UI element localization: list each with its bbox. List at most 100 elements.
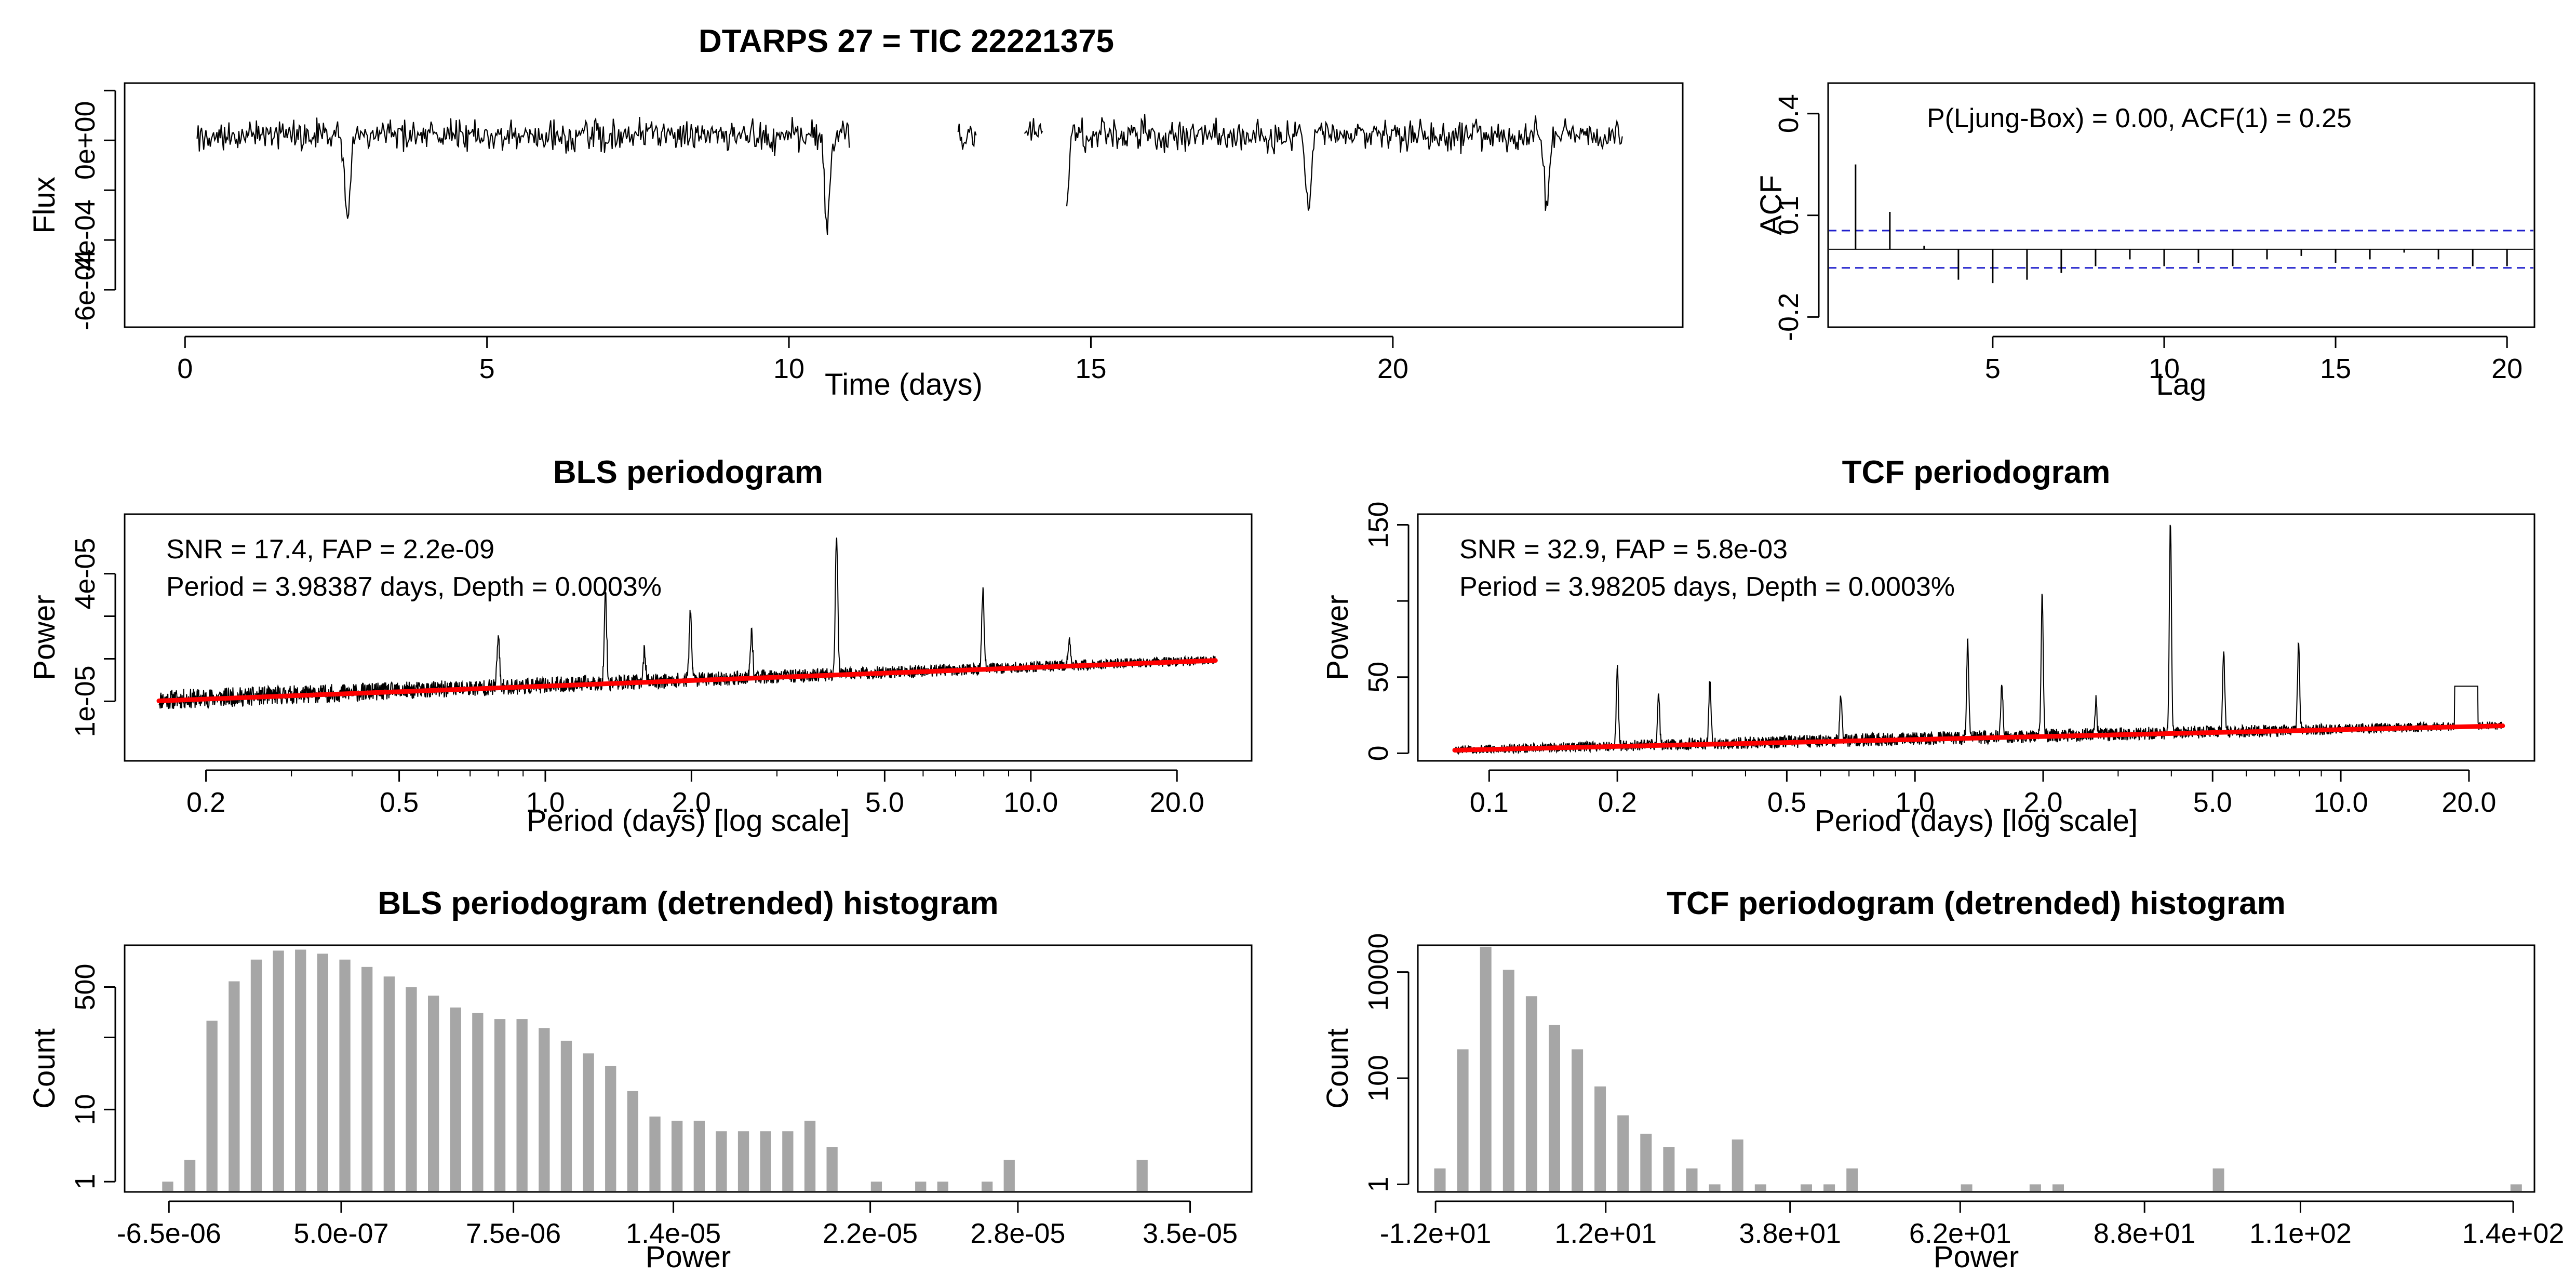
plot-frame bbox=[124, 82, 1684, 328]
histogram-bar bbox=[737, 1131, 749, 1191]
histogram-bar bbox=[229, 981, 240, 1191]
histogram-bar bbox=[1502, 970, 1514, 1191]
histogram-bar bbox=[760, 1131, 771, 1191]
y-axis-label: Count bbox=[1321, 1028, 1354, 1109]
x-tick-label: 5.0e-07 bbox=[293, 1218, 388, 1249]
flux-series-segment bbox=[1024, 118, 1043, 141]
histogram-bar bbox=[826, 1147, 838, 1191]
x-tick-label: 0.2 bbox=[1598, 787, 1637, 818]
panel-lightcurve: Time (days) Flux 0 5 10 15 20 -6e-04-4e-04 0e+00 bbox=[28, 82, 1684, 401]
flux-series-segment bbox=[1066, 114, 1623, 211]
histogram-bar bbox=[1640, 1133, 1652, 1191]
histogram-bar bbox=[516, 1019, 528, 1191]
y-tick-label: 4e-05 bbox=[70, 538, 101, 610]
histogram-bar bbox=[1572, 1049, 1584, 1191]
x-axis-label: Lag bbox=[2156, 368, 2207, 401]
histogram-bar bbox=[1754, 1184, 1766, 1191]
histogram-bar bbox=[273, 950, 284, 1191]
x-axis-label: Period (days) [log scale] bbox=[1815, 804, 2138, 838]
x-tick-label: 20.0 bbox=[1150, 787, 1204, 818]
periodogram-annotation: SNR = 17.4, FAP = 2.2e-09 bbox=[166, 534, 494, 565]
panel-bls: BLS periodogram Period (days) [log scale]… bbox=[28, 454, 1253, 838]
histogram-bar bbox=[1480, 946, 1492, 1191]
y-tick-label: 10 bbox=[70, 1094, 101, 1125]
histogram-bar bbox=[406, 987, 417, 1191]
y-axis-label: Count bbox=[28, 1028, 61, 1109]
x-tick-label: -1.2e+01 bbox=[1380, 1218, 1492, 1249]
x-tick-label: 5 bbox=[1985, 353, 2001, 384]
x-tick-label: 1.2e+01 bbox=[1554, 1218, 1657, 1249]
x-tick-label: 0 bbox=[177, 353, 193, 384]
panel-tcf_hist: TCF periodogram (detrended) histogram Pow… bbox=[1321, 886, 2564, 1274]
histogram-bar bbox=[1709, 1184, 1721, 1191]
histogram-bar bbox=[361, 967, 373, 1191]
y-tick-label: 0.1 bbox=[1773, 196, 1804, 235]
x-tick-label: 0.5 bbox=[380, 787, 419, 818]
histogram-bar bbox=[2052, 1184, 2064, 1191]
x-tick-label: 10.0 bbox=[2314, 787, 2368, 818]
histogram-bar bbox=[627, 1091, 638, 1191]
acf-annotation: P(Ljung-Box) = 0.00, ACF(1) = 0.25 bbox=[1927, 103, 2352, 133]
histogram-bar bbox=[605, 1066, 616, 1191]
plot-frame bbox=[1827, 82, 2535, 328]
data-layer bbox=[1434, 946, 2522, 1191]
x-tick-label: 3.5e-05 bbox=[1143, 1218, 1238, 1249]
x-tick-label: -6.5e-06 bbox=[117, 1218, 221, 1249]
y-tick-label: 0.4 bbox=[1773, 94, 1804, 133]
x-tick-label: 3.8e+01 bbox=[1739, 1218, 1841, 1249]
histogram-bar bbox=[982, 1182, 993, 1191]
x-tick-label: 2.0 bbox=[2023, 787, 2062, 818]
x-axis-label: Time (days) bbox=[825, 368, 983, 401]
data-layer bbox=[1829, 164, 2533, 284]
y-tick-label: 100 bbox=[1363, 1055, 1394, 1102]
y-tick-label: 150 bbox=[1363, 501, 1394, 548]
x-tick-label: 1.0 bbox=[1896, 787, 1935, 818]
x-tick-label: 5.0 bbox=[2193, 787, 2232, 818]
x-axis-label: Power bbox=[646, 1240, 731, 1274]
x-tick-label: 10 bbox=[2149, 353, 2180, 384]
histogram-bar bbox=[383, 976, 395, 1191]
y-axis-label: ACF bbox=[1754, 175, 1788, 235]
data-layer bbox=[156, 538, 1218, 710]
x-tick-label: 7.5e-06 bbox=[466, 1218, 561, 1249]
y-tick-label: 1e-05 bbox=[70, 665, 101, 737]
histogram-bar bbox=[1686, 1168, 1698, 1191]
y-axis-label: Power bbox=[28, 595, 61, 680]
histogram-bar bbox=[2212, 1168, 2224, 1191]
histogram-bar bbox=[782, 1131, 794, 1191]
x-tick-label: 2.2e-05 bbox=[823, 1218, 918, 1249]
data-layer bbox=[1452, 525, 2505, 756]
histogram-bar bbox=[317, 954, 328, 1191]
x-tick-label: 2.0 bbox=[672, 787, 711, 818]
histogram-bar bbox=[339, 959, 351, 1191]
histogram-bar bbox=[1663, 1147, 1675, 1191]
histogram-bar bbox=[1961, 1184, 1973, 1191]
x-axis-label: Period (days) [log scale] bbox=[527, 804, 850, 838]
histogram-bar bbox=[649, 1116, 661, 1191]
histogram-bar bbox=[716, 1131, 727, 1191]
y-tick-label: 50 bbox=[1363, 662, 1394, 693]
histogram-bar bbox=[1801, 1184, 1812, 1191]
y-tick-label: 0e+00 bbox=[70, 101, 101, 180]
histogram-bar bbox=[184, 1160, 196, 1191]
flux-series-segment bbox=[196, 117, 850, 235]
histogram-bar bbox=[915, 1182, 927, 1191]
x-tick-label: 20.0 bbox=[2441, 787, 2496, 818]
periodogram-annotation: SNR = 32.9, FAP = 5.8e-03 bbox=[1459, 534, 1788, 565]
histogram-bar bbox=[672, 1120, 683, 1191]
y-axis-label: Flux bbox=[28, 177, 61, 234]
histogram-bar bbox=[804, 1120, 816, 1191]
x-tick-label: 10 bbox=[773, 353, 804, 384]
histogram-bar bbox=[1457, 1049, 1469, 1191]
x-tick-label: 6.2e+01 bbox=[1909, 1218, 2011, 1249]
x-tick-label: 1.4e+02 bbox=[2462, 1218, 2565, 1249]
histogram-bar bbox=[494, 1019, 506, 1191]
panel-acf: Lag ACF 5 10 15 20 -0.2 0.1 0.4 P(Ljung-Box) = 0.… bbox=[1754, 82, 2535, 401]
trend-line bbox=[1452, 723, 2505, 753]
x-tick-label: 1.1e+02 bbox=[2249, 1218, 2352, 1249]
x-tick-label: 8.8e+01 bbox=[2094, 1218, 2196, 1249]
plot-frame bbox=[1417, 944, 2535, 1193]
panel-tcf: TCF periodogram Period (days) [log scale]… bbox=[1321, 454, 2535, 838]
histogram-bar bbox=[1617, 1115, 1629, 1191]
